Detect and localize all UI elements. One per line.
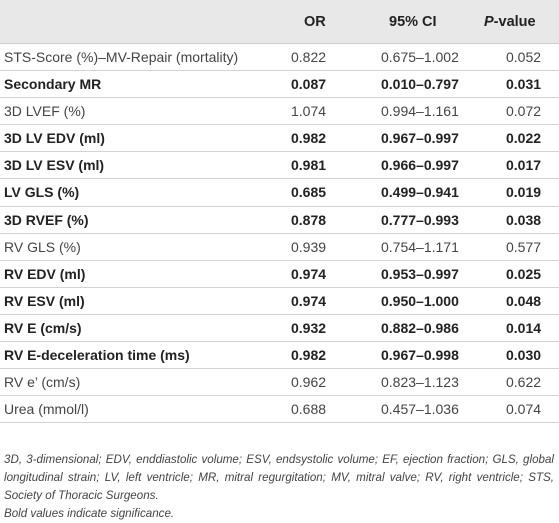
row-ci: 0.457–1.036 <box>381 401 459 418</box>
row-or: 1.074 <box>291 103 327 120</box>
header-p-suffix: -value <box>493 14 536 30</box>
row-label: 3D LV ESV (ml) <box>4 157 105 174</box>
table-row: 3D LV ESV (ml) 0.981 0.966–0.997 0.017 <box>0 152 559 180</box>
footnote-significance-note: Bold values indicate significance. <box>4 507 175 520</box>
table-row: Secondary MR 0.087 0.010–0.797 0.031 <box>0 71 559 99</box>
table-row: 3D LVEF (%) 1.074 0.994–1.161 0.072 <box>0 98 559 126</box>
row-p-value: 0.048 <box>506 292 542 309</box>
row-p-value: 0.072 <box>506 103 542 120</box>
row-or: 0.981 <box>291 157 327 174</box>
row-or: 0.982 <box>291 130 327 147</box>
row-p-value: 0.577 <box>506 238 542 255</box>
row-label: LV GLS (%) <box>4 184 80 201</box>
table-header: OR 95% CI P-value <box>0 0 559 44</box>
table-row: RV E-deceleration time (ms) 0.982 0.967–0.… <box>0 342 559 370</box>
row-or: 0.932 <box>291 319 327 336</box>
row-ci: 0.967–0.998 <box>381 347 459 364</box>
row-p-value: 0.019 <box>506 184 542 201</box>
row-p-value: 0.014 <box>506 319 542 336</box>
row-ci: 0.499–0.941 <box>381 184 459 201</box>
row-label: RV ESV (ml) <box>4 292 85 309</box>
header-ci: 95% CI <box>389 14 437 30</box>
table-row: 3D RVEF (%) 0.878 0.777–0.993 0.038 <box>0 207 559 234</box>
row-ci: 0.777–0.993 <box>381 211 459 228</box>
row-label: 3D RVEF (%) <box>4 211 89 228</box>
row-p-value: 0.022 <box>506 130 542 147</box>
table-row: RV EDV (ml) 0.974 0.953–0.997 0.025 <box>0 261 559 288</box>
row-label: RV GLS (%) <box>4 238 81 255</box>
row-or: 0.974 <box>291 292 327 309</box>
row-label: 3D LVEF (%) <box>4 103 86 120</box>
table-row: LV GLS (%) 0.685 0.499–0.941 0.019 <box>0 179 559 207</box>
table-row: 3D LV EDV (ml) 0.982 0.967–0.997 0.022 <box>0 125 559 153</box>
row-or: 0.878 <box>291 211 327 228</box>
footnote-abbreviations: 3D, 3-dimensional; EDV, enddiastolic vol… <box>4 453 554 502</box>
header-or: OR <box>304 14 326 30</box>
table-row: STS-Score (%)–MV-Repair (mortality) 0.822… <box>0 44 559 72</box>
row-or: 0.822 <box>291 49 327 65</box>
table-body: STS-Score (%)–MV-Repair (mortality) 0.822… <box>0 44 559 424</box>
table-row: RV GLS (%) 0.939 0.754–1.171 0.577 <box>0 234 559 261</box>
row-p-value: 0.030 <box>506 347 542 364</box>
row-label: RV E (cm/s) <box>4 319 82 336</box>
row-ci: 0.010–0.797 <box>381 76 459 93</box>
row-ci: 0.953–0.997 <box>381 265 459 282</box>
table-row: RV ESV (ml) 0.974 0.950–1.000 0.048 <box>0 288 559 315</box>
row-or: 0.087 <box>291 76 327 93</box>
row-or: 0.974 <box>291 265 327 282</box>
row-ci: 0.994–1.161 <box>381 103 459 120</box>
row-ci: 0.754–1.171 <box>381 238 459 255</box>
header-p-italic: P <box>484 14 494 30</box>
row-label: RV EDV (ml) <box>4 265 86 282</box>
row-ci: 0.950–1.000 <box>381 292 459 309</box>
row-ci: 0.967–0.997 <box>381 130 459 147</box>
row-or: 0.939 <box>291 238 327 255</box>
row-ci: 0.882–0.986 <box>381 319 459 336</box>
row-ci: 0.823–1.123 <box>381 374 459 391</box>
row-or: 0.685 <box>291 184 327 201</box>
table-row: RV E (cm/s) 0.932 0.882–0.986 0.014 <box>0 315 559 343</box>
row-label: RV E-deceleration time (ms) <box>4 347 190 364</box>
table-row: RV e’ (cm/s) 0.962 0.823–1.123 0.622 <box>0 369 559 397</box>
row-label: RV e’ (cm/s) <box>4 374 81 391</box>
row-p-value: 0.038 <box>506 211 542 228</box>
row-label: 3D LV EDV (ml) <box>4 130 105 147</box>
row-ci: 0.675–1.002 <box>381 49 459 65</box>
row-p-value: 0.017 <box>506 157 542 174</box>
table-footnote: 3D, 3-dimensional; EDV, enddiastolic vol… <box>4 451 554 523</box>
row-or: 0.688 <box>291 401 327 418</box>
row-label: STS-Score (%)–MV-Repair (mortality) <box>4 49 239 65</box>
row-or: 0.962 <box>291 374 327 391</box>
row-label: Secondary MR <box>4 76 102 93</box>
row-p-value: 0.025 <box>506 265 542 282</box>
row-label: Urea (mmol/l) <box>4 401 89 418</box>
row-p-value: 0.622 <box>506 374 542 391</box>
row-ci: 0.966–0.997 <box>381 157 459 174</box>
row-or: 0.982 <box>291 347 327 364</box>
table-row: Urea (mmol/l) 0.688 0.457–1.036 0.074 <box>0 396 559 424</box>
row-p-value: 0.074 <box>506 401 542 418</box>
row-p-value: 0.031 <box>506 76 542 93</box>
row-p-value: 0.052 <box>506 49 542 65</box>
header-p-value: P-value <box>484 14 536 30</box>
